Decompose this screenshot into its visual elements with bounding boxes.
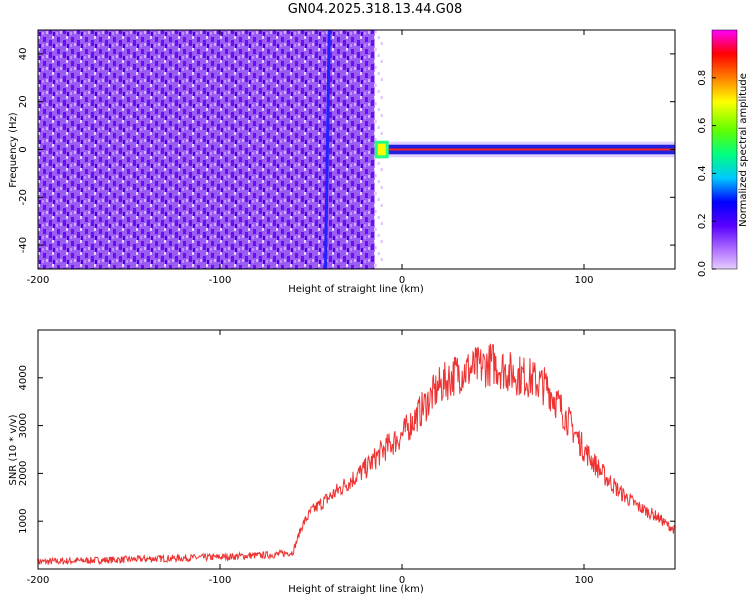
spectrogram-speckle [380, 42, 383, 45]
snr-x-label: Height of straight line (km) [288, 584, 424, 595]
spectrogram-x-ticks: -200 -100 0 100 [27, 30, 594, 286]
spectrogram-speckle [377, 252, 380, 255]
snr-panel: -200 -100 0 100 1000 2000 3000 4000 Height of … [8, 329, 676, 595]
spectrogram-ytick-label: -20 [18, 189, 29, 205]
snr-xtick-label: 0 [399, 575, 405, 586]
snr-y-label: SNR (10 * v/v) [8, 414, 19, 485]
spectrogram-speckle [377, 90, 380, 93]
spectrogram-speckle [380, 96, 383, 99]
colorbar-tick-label: 0.4 [697, 165, 708, 181]
snr-x-ticks: -200 -100 0 100 [27, 330, 594, 586]
spectrogram-noise-region [38, 30, 375, 269]
spectrogram-speckle [380, 114, 383, 117]
spectrogram-xtick-label: -200 [27, 275, 50, 286]
snr-frame [37, 329, 676, 570]
spectrogram-speckle [374, 66, 377, 69]
snr-ytick-label: 4000 [18, 365, 29, 390]
snr-y-ticks: 1000 2000 3000 4000 [18, 365, 675, 534]
spectrogram-speckle [380, 222, 383, 225]
spectrogram-speckle [374, 174, 377, 177]
colorbar-label: Normalized spectral amplitude [738, 73, 749, 227]
spectrogram-speckle [377, 126, 380, 129]
spectrogram-xtick-label: -100 [209, 275, 232, 286]
snr-xtick-label: 100 [574, 575, 593, 586]
colorbar-gradient [712, 30, 737, 269]
spectrogram-speckle [377, 54, 380, 57]
spectrogram-speckle [380, 258, 383, 261]
spectrogram-speckle [374, 210, 377, 213]
chart-title: GN04.2025.318.13.44.G08 [287, 2, 463, 17]
spectrogram-y-label: Frequency (Hz) [8, 112, 19, 188]
colorbar: 0.0 0.2 0.4 0.6 0.8 Normalized spectral ampl… [697, 29, 749, 277]
spectrogram-x-label: Height of straight line (km) [288, 284, 424, 295]
spectrogram-speckle [374, 138, 377, 141]
signal-band-peak [374, 148, 675, 151]
spectrogram-speckle [380, 186, 383, 189]
spectrogram-speckle [377, 180, 380, 183]
spectrogram-ridge [324, 30, 331, 269]
signal-band-onset-core [377, 143, 386, 156]
snr-xtick-label: -100 [209, 575, 232, 586]
snr-series-line [38, 343, 675, 566]
snr-ytick-label: 3000 [18, 413, 29, 438]
spectrogram-speckle [374, 228, 377, 231]
spectrogram-speckle [377, 198, 380, 201]
spectrogram-speckle [377, 234, 380, 237]
spectrogram-speckle [380, 60, 383, 63]
spectrogram-speckle [380, 168, 383, 171]
spectrogram-speckle [374, 84, 377, 87]
colorbar-tick-label: 0.8 [697, 70, 708, 86]
spectrogram-ytick-label: 20 [18, 95, 29, 108]
spectrogram-speckle [374, 30, 377, 33]
spectrogram-noise-fade [374, 30, 383, 267]
spectrogram-ytick-label: 40 [18, 48, 29, 61]
snr-ytick-label: 1000 [18, 508, 29, 533]
colorbar-tick-label: 0.2 [697, 213, 708, 229]
spectrogram-speckle [377, 72, 380, 75]
spectrogram-speckle [377, 36, 380, 39]
colorbar-frame [711, 29, 738, 270]
spectrogram-y-ticks: -40 -20 0 20 40 [18, 48, 675, 253]
spectrogram-xtick-label: 100 [574, 275, 593, 286]
colorbar-tick-label: 0.0 [697, 261, 708, 277]
colorbar-ticks: 0.0 0.2 0.4 0.6 0.8 [697, 70, 716, 277]
spectrogram-ytick-label: 0 [18, 146, 29, 152]
spectrogram-speckle [374, 264, 377, 267]
snr-xtick-label: -200 [27, 575, 50, 586]
spectrogram-ytick-label: -40 [18, 237, 29, 253]
spectrogram-xtick-label: 0 [399, 275, 405, 286]
spectrogram-speckle [380, 132, 383, 135]
snr-ytick-label: 2000 [18, 461, 29, 486]
spectrogram-speckle [374, 120, 377, 123]
spectrogram-speckle [374, 246, 377, 249]
spectrogram-speckle [380, 78, 383, 81]
colorbar-tick-label: 0.6 [697, 118, 708, 134]
spectrogram-speckle [380, 240, 383, 243]
spectrogram-speckle [374, 48, 377, 51]
spectrogram-speckle [374, 192, 377, 195]
spectrogram-speckle [374, 102, 377, 105]
spectrogram-speckle [377, 108, 380, 111]
spectrogram-speckle [377, 216, 380, 219]
spectrogram-speckle [380, 204, 383, 207]
spectrogram-signal-band [374, 140, 675, 159]
spectrogram-speckle [377, 162, 380, 165]
